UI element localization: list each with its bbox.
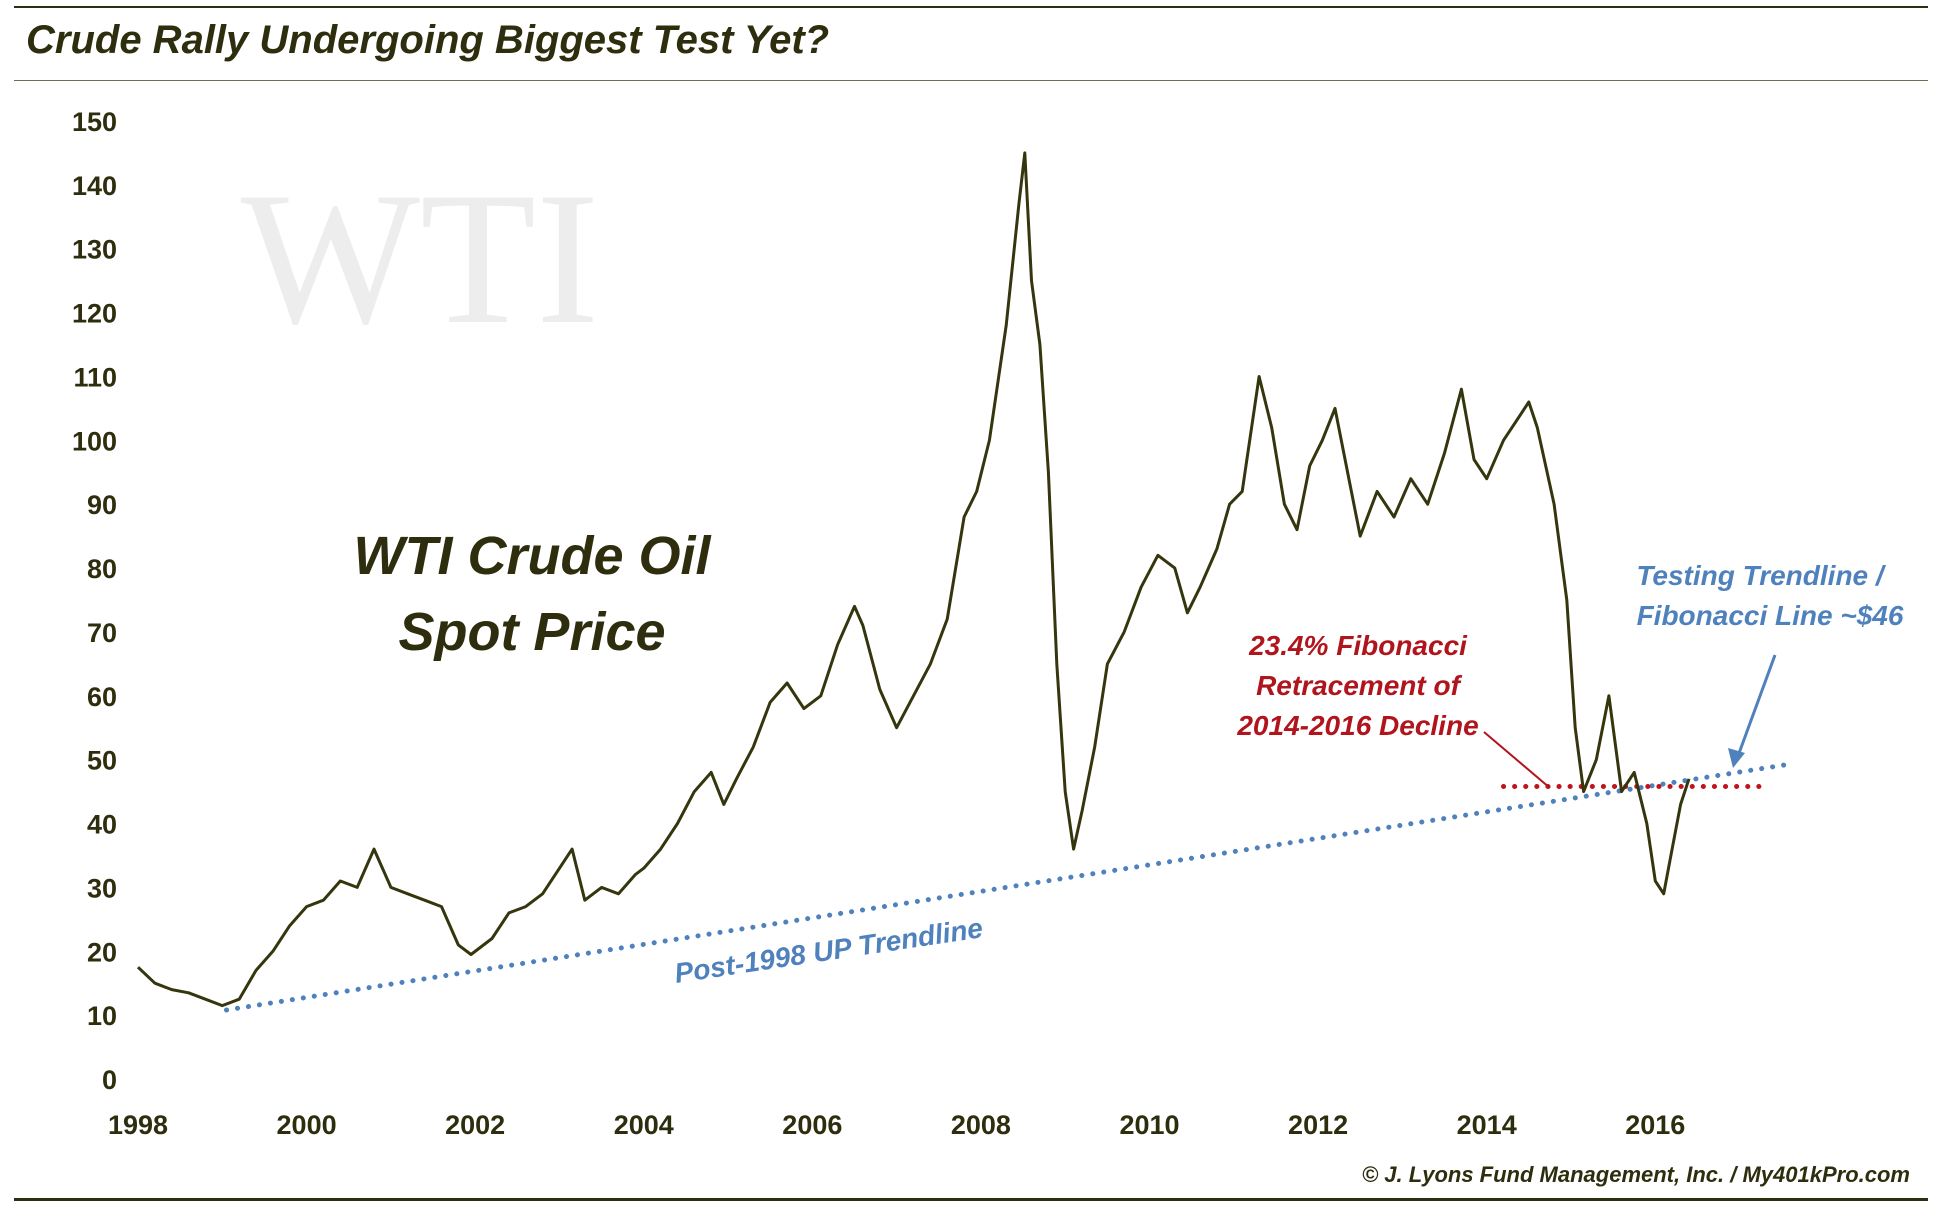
title-rule (14, 80, 1928, 81)
credit-text: © J. Lyons Fund Management, Inc. / My401… (1361, 1162, 1910, 1187)
top-rule (14, 6, 1928, 8)
fibonacci-annotation-line1: 23.4% Fibonacci (1248, 630, 1468, 661)
y-axis-ticks: 0 10 20 30 40 50 60 70 80 90 100 110 120 130 140 150 (72, 107, 117, 1095)
y-tick-label: 10 (87, 1001, 117, 1031)
x-tick-label: 2014 (1457, 1110, 1517, 1140)
y-tick-label: 130 (72, 235, 117, 265)
trendline-label: Post-1998 UP Trendline (672, 912, 984, 989)
series-label-line1: WTI Crude Oil (354, 526, 712, 586)
y-tick-label: 30 (87, 873, 117, 903)
bottom-rule (14, 1198, 1928, 1201)
x-tick-label: 1998 (108, 1110, 168, 1140)
y-tick-label: 100 (72, 426, 117, 456)
x-tick-label: 2008 (951, 1110, 1011, 1140)
trendline-line (224, 761, 1793, 1013)
fibonacci-annotation-line2: Retracement of (1256, 670, 1463, 701)
y-tick-label: 60 (87, 682, 117, 712)
y-tick-label: 70 (87, 618, 117, 648)
y-tick-label: 120 (72, 299, 117, 329)
testing-annotation-arrow (1736, 654, 1777, 757)
y-tick-label: 140 (72, 171, 117, 201)
x-tick-label: 2004 (614, 1110, 674, 1140)
y-tick-label: 40 (87, 810, 117, 840)
x-axis-ticks: 1998 2000 2002 2004 2006 2008 2010 2012 2014 2016 (108, 1110, 1685, 1140)
x-tick-label: 2006 (782, 1110, 842, 1140)
y-tick-label: 150 (72, 107, 117, 137)
x-tick-label: 2010 (1119, 1110, 1179, 1140)
testing-annotation-line2: Fibonacci Line ~$46 (1637, 600, 1904, 631)
fibonacci-annotation-line3: 2014-2016 Decline (1236, 710, 1478, 741)
x-tick-label: 2012 (1288, 1110, 1348, 1140)
watermark-text: WTI (241, 154, 600, 364)
y-tick-label: 50 (87, 746, 117, 776)
chart-title: Crude Rally Undergoing Biggest Test Yet? (26, 18, 830, 62)
y-tick-label: 110 (73, 362, 117, 392)
y-tick-label: 0 (102, 1065, 117, 1095)
testing-annotation-line1: Testing Trendline / (1636, 560, 1887, 591)
series-label-line2: Spot Price (398, 602, 665, 662)
testing-annotation-arrowhead-icon (1728, 748, 1745, 768)
y-tick-label: 20 (87, 937, 117, 967)
x-tick-label: 2016 (1625, 1110, 1685, 1140)
fibonacci-annotation-leader (1483, 731, 1551, 789)
y-tick-label: 80 (87, 554, 117, 584)
y-tick-label: 90 (87, 490, 117, 520)
x-tick-label: 2002 (445, 1110, 505, 1140)
price-series-line (136, 151, 1691, 1008)
x-tick-label: 2000 (277, 1110, 337, 1140)
